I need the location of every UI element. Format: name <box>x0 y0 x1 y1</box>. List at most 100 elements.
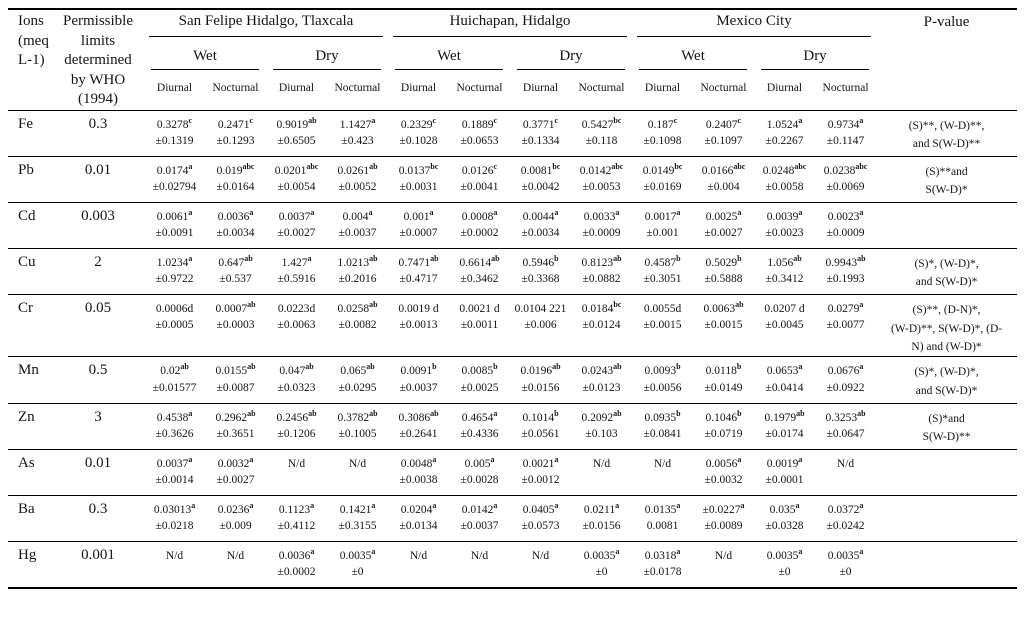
mean-value: 0.0137bc <box>398 161 439 177</box>
std-dev: ±0.0027 <box>277 226 316 239</box>
measurement-cell: 0.0019 d ±0.0013 <box>388 295 449 357</box>
measurement-cell: 0.0048a ±0.0038 <box>388 449 449 495</box>
measurement-cell: 0.0044a ±0.0034 <box>510 202 571 248</box>
season-header-dry: Dry <box>754 44 876 76</box>
measurement-cell: N/d <box>144 542 205 589</box>
std-dev: ±0.3651 <box>216 427 255 440</box>
significance-letter: ab <box>613 408 622 418</box>
significance-letter: a <box>432 501 437 511</box>
significance-letter: a <box>249 208 254 218</box>
significance-letter: ab <box>369 161 378 171</box>
measurement-cell: 0.0036a ±0.0034 <box>205 202 266 248</box>
significance-letter: ab <box>613 254 622 264</box>
measurement-cell: 0.0032a ±0.0027 <box>205 449 266 495</box>
mean-value: 0.0142abc <box>579 161 624 177</box>
measurement-cell: 0.0063ab ±0.0015 <box>693 295 754 357</box>
mean-value: 0.0056a <box>705 454 742 470</box>
ion-row-cd: Cd 0.003 0.0061a ±0.0091 0.0036a ±0.0034 0.003… <box>8 202 1018 248</box>
significance-letter: abc <box>611 161 624 171</box>
measurement-cell: 0.0318a ±0.0178 <box>632 542 693 589</box>
mean-value: 0.0036a <box>217 208 254 223</box>
mean-value: 1.427a <box>281 254 312 270</box>
measurement-cell: 0.0201abc ±0.0054 <box>266 156 327 202</box>
measurement-cell: 0.187c ±0.1098 <box>632 110 693 156</box>
period-header-diurnal: Diurnal <box>400 81 437 94</box>
mean-value: 0.0118b <box>705 362 742 378</box>
period-header-diurnal: Diurnal <box>278 81 315 94</box>
std-dev: ±0.3412 <box>765 273 804 286</box>
period-header-diurnal: Diurnal <box>156 81 193 94</box>
measurement-cell: 0.4654a ±0.4336 <box>449 403 510 449</box>
std-dev: ±0.0561 <box>521 427 560 440</box>
measurement-cell: 0.0142a ±0.0037 <box>449 495 510 541</box>
mean-value: 0.647ab <box>218 254 253 270</box>
significance-letter: a <box>371 501 376 511</box>
ion-symbol: Pb <box>18 161 34 178</box>
significance-letter: a <box>493 501 498 511</box>
std-dev <box>327 472 388 479</box>
mean-value: 0.0279a <box>827 300 864 316</box>
mean-value: N/d <box>226 550 245 563</box>
std-dev: ±0.009 <box>219 520 252 533</box>
p-value-cell: (S)*, (W-D)*, and S(W-D)* <box>914 366 979 397</box>
significance-letter: abc <box>855 161 868 171</box>
significance-letter: bc <box>613 300 622 310</box>
mean-value: 0.2471c <box>217 115 254 131</box>
measurement-cell: 0.8123ab ±0.0882 <box>571 249 632 295</box>
significance-letter: a <box>798 547 803 557</box>
period-header-diurnal: Diurnal <box>766 81 803 94</box>
measurement-cell: 0.0025a ±0.0027 <box>693 202 754 248</box>
std-dev: ±0.1147 <box>826 134 865 147</box>
std-dev: ±0.4336 <box>460 427 499 440</box>
mean-value: N/d <box>714 550 733 563</box>
std-dev <box>632 472 693 479</box>
measurement-cell: 0.0035a ±0 <box>815 542 876 589</box>
measurement-cell: 0.3782ab ±0.1005 <box>327 403 388 449</box>
std-dev: ±0.006 <box>524 319 557 332</box>
measurement-cell: N/d <box>388 542 449 589</box>
mean-value: 0.0174a <box>156 161 193 177</box>
mean-value: 0.0035a <box>583 547 620 563</box>
std-dev: ±0.0054 <box>277 180 316 193</box>
who-limit-value: 0.3 <box>88 115 108 132</box>
mean-value: 0.0048a <box>400 454 437 470</box>
significance-letter: ab <box>430 408 439 418</box>
measurement-cell: 1.0524a ±0.2267 <box>754 110 815 156</box>
significance-letter: a <box>368 208 373 218</box>
std-dev: ±0.0091 <box>155 226 194 239</box>
std-dev: ±0.0037 <box>399 381 438 394</box>
std-dev <box>510 564 571 571</box>
mean-value: 0.0676a <box>827 362 864 378</box>
measurement-cell: 0.0093b ±0.0056 <box>632 357 693 403</box>
site-header-mexico-city: Mexico City <box>632 9 876 44</box>
mean-value: 0.0037a <box>278 208 315 223</box>
mean-value: 0.0044a <box>522 208 559 223</box>
mean-value: 0.7471ab <box>398 254 439 270</box>
significance-letter: b <box>676 362 681 372</box>
significance-letter: a <box>310 208 315 218</box>
std-dev: ±0.0002 <box>460 226 499 239</box>
std-dev: ±0.1098 <box>643 134 682 147</box>
std-dev: ±0.103 <box>585 427 618 440</box>
std-dev: ±0.4717 <box>399 273 438 286</box>
significance-letter: b <box>432 362 437 372</box>
std-dev: ±0.0124 <box>582 319 621 332</box>
std-dev: ±0.0014 <box>155 473 194 486</box>
measurement-cell: 0.0174a ±0.02794 <box>144 156 205 202</box>
mean-value: 0.3771c <box>522 115 559 131</box>
measurement-cell: 0.0149bc ±0.0169 <box>632 156 693 202</box>
measurement-cell: N/d <box>571 449 632 495</box>
mean-value: 0.0405a <box>522 501 559 516</box>
std-dev: ±0.0058 <box>765 180 804 193</box>
std-dev: ±0.0053 <box>582 180 621 193</box>
significance-letter: c <box>673 115 678 125</box>
std-dev: ±0.0647 <box>826 427 865 440</box>
std-dev: ±0.0041 <box>460 180 499 193</box>
mean-value: 0.035a <box>769 501 800 516</box>
mean-value: 0.3253ab <box>825 408 866 424</box>
significance-letter: a <box>737 454 742 464</box>
who-limit-value: 2 <box>94 254 102 271</box>
significance-letter: a <box>615 208 620 218</box>
mean-value: 0.0135a <box>644 501 681 516</box>
measurement-cell: ±0.0227a ±0.0089 <box>693 495 754 541</box>
